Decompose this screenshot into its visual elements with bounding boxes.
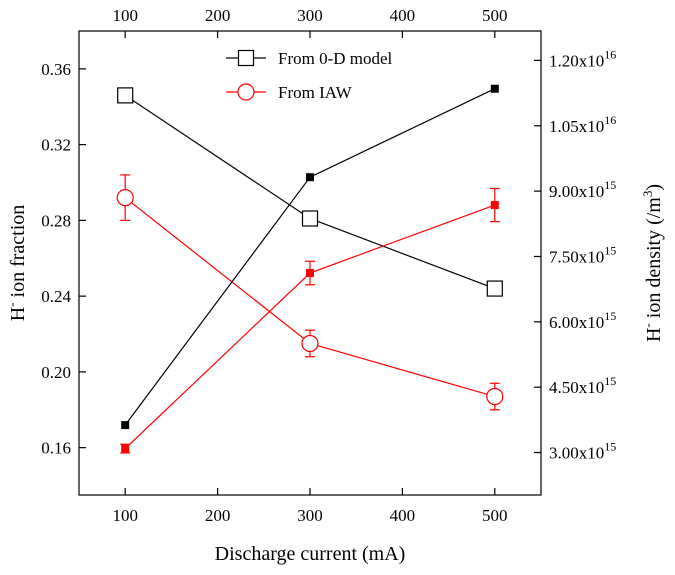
y-right-tick-mantissa: 7.50x10 <box>549 247 604 266</box>
y-right-tick-mantissa: 6.00x10 <box>549 313 604 332</box>
marker-open-square <box>486 280 503 297</box>
y-right-tick-exponent: 15 <box>604 440 616 454</box>
legend-marker-open-square <box>237 49 255 67</box>
y-right-tick-label: 4.50x1015 <box>549 374 616 397</box>
y-left-tick-label: 0.24 <box>41 287 71 306</box>
y-right-tick-label: 9.00x1015 <box>549 178 616 201</box>
legend: From 0-D model From IAW <box>226 49 393 102</box>
y-left-tick-label: 0.32 <box>41 136 71 155</box>
marker-filled-square <box>121 421 130 430</box>
y-right-tick-label: 1.05x1016 <box>549 113 616 136</box>
y-right-tick-exponent: 15 <box>604 178 616 192</box>
marker-open-square <box>301 210 319 227</box>
y-left-tick-label: 0.28 <box>41 211 71 230</box>
y-right-tick-exponent: 15 <box>604 374 616 388</box>
marker-filled-square <box>121 444 130 453</box>
marker-filled-square <box>490 201 499 210</box>
marker-open-circle <box>116 189 134 207</box>
y-right-tick-label: 1.20x1016 <box>549 47 616 70</box>
x-tick-label-top: 100 <box>112 6 138 25</box>
x-axis-title: Discharge current (mA) <box>215 543 406 565</box>
plot-layer <box>116 84 504 454</box>
x-tick-label-bottom: 200 <box>205 506 231 525</box>
x-tick-label-top: 200 <box>205 6 231 25</box>
marker-open-square <box>117 87 134 104</box>
y-left-tick-label: 0.16 <box>41 439 71 458</box>
marker-open-circle <box>486 387 504 406</box>
y-right-tick-label: 7.50x1015 <box>549 243 616 266</box>
x-tick-label-bottom: 500 <box>482 506 508 525</box>
y-right-tick-mantissa: 9.00x10 <box>549 182 604 201</box>
marker-filled-square <box>490 84 499 93</box>
legend-label-model: From 0-D model <box>278 49 393 68</box>
y-right-tick-mantissa: 4.50x10 <box>549 378 604 397</box>
legend-label-iaw: From IAW <box>278 83 353 102</box>
y-right-tick-mantissa: 1.05x10 <box>549 117 604 136</box>
x-tick-label-bottom: 100 <box>112 506 138 525</box>
y-left-tick-label: 0.20 <box>41 363 71 382</box>
y-right-tick-exponent: 15 <box>604 309 616 323</box>
y-right-tick-exponent: 16 <box>604 113 616 127</box>
y-left-tick-label: 0.36 <box>41 60 71 79</box>
y-right-tick-exponent: 16 <box>604 47 616 61</box>
marker-filled-square <box>306 173 314 182</box>
y-right-tick-exponent: 15 <box>604 243 616 257</box>
y-right-tick-mantissa: 1.20x10 <box>549 51 604 70</box>
marker-filled-square <box>306 269 314 278</box>
x-tick-label-bottom: 300 <box>297 506 323 525</box>
marker-open-circle <box>301 334 319 353</box>
y-right-tick-label: 3.00x1015 <box>549 440 616 463</box>
legend-marker-open-circle <box>237 83 255 101</box>
y-right-tick-label: 6.00x1015 <box>549 309 616 332</box>
x-tick-label-bottom: 400 <box>390 506 416 525</box>
x-tick-label-top: 400 <box>390 6 416 25</box>
y-right-tick-mantissa: 3.00x10 <box>549 444 604 463</box>
x-tick-label-top: 300 <box>297 6 323 25</box>
x-tick-label-top: 500 <box>482 6 508 25</box>
y-right-axis-title: H- ion density (/m3) <box>640 184 665 342</box>
axes-layer: 100 100 200 200 300 300 400 400 500 500 0.16 0.20 0.… <box>41 6 616 525</box>
y-left-axis-title: H- ion fraction <box>4 205 29 322</box>
